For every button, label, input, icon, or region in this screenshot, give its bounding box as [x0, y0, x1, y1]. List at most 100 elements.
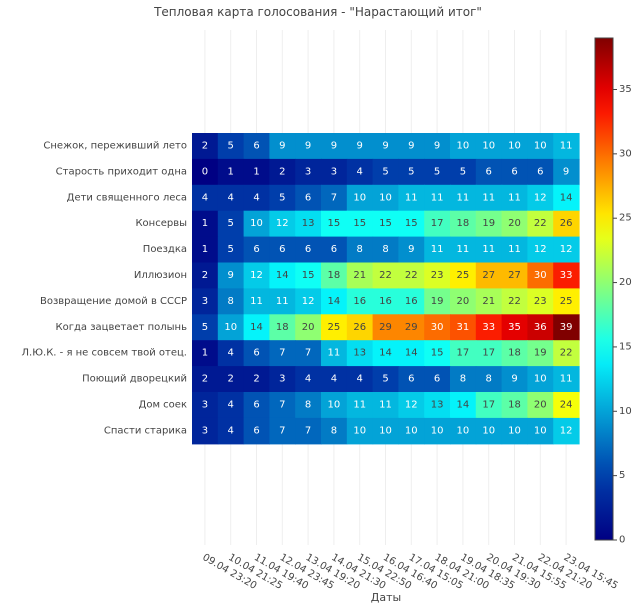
cell-value: 10: [250, 218, 263, 229]
heatmap-cell: [553, 210, 580, 238]
heatmap-cell: [295, 133, 322, 160]
heatmap-cell: [192, 366, 219, 393]
heatmap-cell: [527, 158, 554, 186]
heatmap-cell: [398, 340, 425, 367]
heatmap-cell: [269, 417, 296, 445]
cell-value: 10: [457, 425, 470, 436]
cell-value: 14: [457, 399, 470, 410]
cell-value: 6: [434, 374, 440, 385]
heatmap-cell: [450, 236, 477, 264]
heatmap-cell: [321, 314, 348, 341]
heatmap-cell: [527, 392, 554, 419]
cell-value: 9: [331, 140, 337, 151]
heatmap-cell: [372, 236, 399, 264]
cell-value: 10: [379, 425, 392, 436]
heatmap-cell: [424, 210, 451, 238]
heatmap-cell: [475, 340, 503, 367]
cell-value: 16: [353, 296, 366, 307]
heatmap-cell: [269, 158, 296, 186]
heatmap-cell: [527, 288, 554, 315]
cell-value: 12: [560, 425, 573, 436]
cell-value: 10: [534, 374, 547, 385]
heatmap-cell: [501, 288, 528, 315]
cell-value: 11: [560, 374, 573, 385]
heatmap-cell: [192, 340, 219, 367]
heatmap-cell: [321, 210, 348, 238]
cell-value: 12: [560, 244, 573, 255]
cell-value: 30: [534, 270, 547, 281]
heatmap-cell: [527, 417, 554, 445]
cell-value: 15: [405, 218, 418, 229]
cell-value: 13: [431, 399, 444, 410]
cell-value: 12: [534, 244, 547, 255]
heatmap-cell: [243, 288, 270, 315]
heatmap-cell: [398, 236, 425, 264]
cell-value: 3: [202, 425, 208, 436]
cell-value: 6: [253, 399, 259, 410]
heatmap-cell: [346, 236, 374, 264]
cell-value: 14: [276, 270, 289, 281]
cell-value: 11: [276, 296, 289, 307]
heatmap-cell: [321, 288, 348, 315]
cell-value: 9: [563, 166, 569, 177]
cell-value: 1: [202, 244, 208, 255]
cell-value: 8: [486, 374, 492, 385]
cell-value: 33: [560, 270, 573, 281]
cell-value: 10: [405, 425, 418, 436]
heatmap-cell: [424, 158, 451, 186]
heatmap-cell: [295, 184, 322, 212]
heatmap-cell: [243, 366, 270, 393]
cell-value: 14: [250, 322, 263, 333]
heatmap-cell: [398, 210, 425, 238]
heatmap-cell: [475, 133, 503, 160]
cell-value: 3: [331, 166, 337, 177]
heatmap-cell: [553, 184, 580, 212]
cell-value: 7: [331, 192, 337, 203]
heatmap-cell: [269, 288, 296, 315]
heatmap-cell: [346, 158, 374, 186]
cell-value: 3: [202, 399, 208, 410]
cell-value: 29: [379, 322, 392, 333]
cell-value: 25: [560, 296, 573, 307]
heatmap-cell: [243, 210, 270, 238]
cell-value: 25: [457, 270, 470, 281]
cell-value: 20: [457, 296, 470, 307]
cell-value: 7: [279, 348, 285, 359]
cell-value: 1: [202, 218, 208, 229]
cell-value: 11: [379, 399, 392, 410]
cell-value: 11: [482, 192, 495, 203]
cell-value: 25: [328, 322, 341, 333]
y-tick-label: Возвращение домой в СССР: [40, 296, 187, 307]
cell-value: 17: [482, 348, 495, 359]
cell-value: 6: [305, 192, 311, 203]
heatmap-cell: [321, 184, 348, 212]
cell-value: 10: [508, 140, 521, 151]
cell-value: 7: [305, 348, 311, 359]
heatmap-cell: [501, 133, 528, 160]
y-tick-label: Консервы: [135, 218, 187, 229]
heatmap-cell: [217, 366, 245, 393]
cell-value: 16: [379, 296, 392, 307]
cell-value: 10: [508, 425, 521, 436]
heatmap-cell: [243, 392, 270, 419]
cell-value: 10: [379, 192, 392, 203]
colorbar-tick-label: 30: [619, 148, 632, 159]
cell-value: 18: [508, 348, 521, 359]
heatmap-cell: [501, 158, 528, 186]
heatmap-cell: [450, 184, 477, 212]
heatmap-cell: [269, 366, 296, 393]
colorbar-ticks: 0 5 10 15 20 25 30 35: [613, 84, 632, 546]
cell-value: 9: [305, 140, 311, 151]
cell-value: 22: [379, 270, 392, 281]
heatmap-cell: [424, 366, 451, 393]
heatmap-cell: [398, 366, 425, 393]
cell-value: 4: [305, 374, 311, 385]
cell-value: 9: [408, 244, 414, 255]
heatmap-cell: [295, 340, 322, 367]
heatmap-cell: [192, 262, 219, 289]
heatmap-cell: [192, 184, 219, 212]
cell-value: 5: [228, 218, 234, 229]
heatmap-cell: [295, 366, 322, 393]
heatmap-cell: [475, 417, 503, 445]
